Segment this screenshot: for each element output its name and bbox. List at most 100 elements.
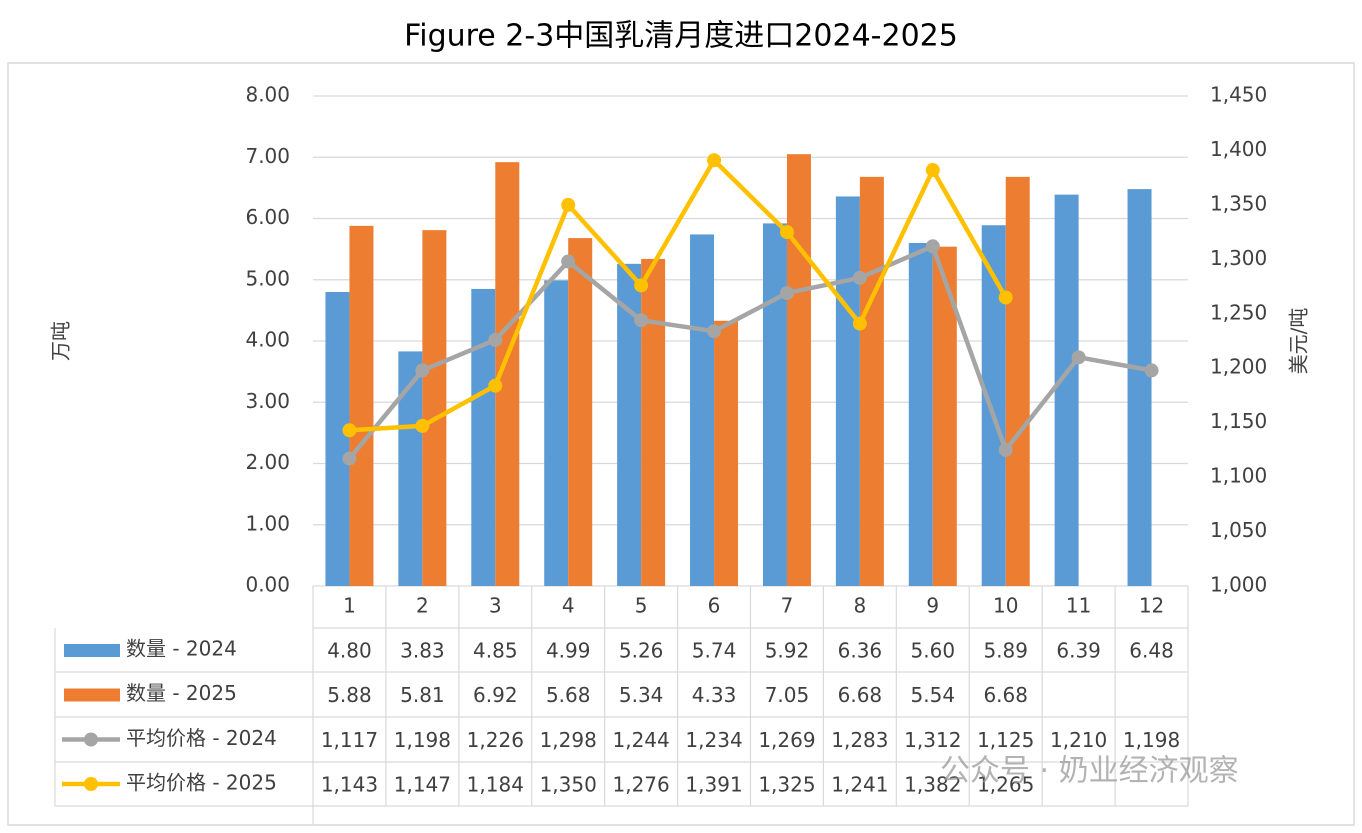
bar [981,225,1006,587]
watermark: 公众号 · 奶业经济观察 [940,754,1239,789]
bar [859,176,884,586]
table-value: 1,325 [758,773,815,797]
table-value: 1,210 [1050,728,1107,752]
y2-tick-label: 1,300 [1210,246,1267,270]
y2-tick-label: 1,100 [1210,464,1267,488]
table-value: 7.05 [765,683,810,707]
table-value: 1,198 [394,728,451,752]
y-tick-label: 7.00 [245,144,290,168]
x-tick-label: 1 [343,594,356,618]
bar [1054,194,1079,587]
bar [1005,176,1030,586]
marker [342,423,357,438]
table-value: 5.89 [983,639,1028,663]
y-tick-label: 8.00 [245,83,290,107]
table-value: 6.68 [838,683,883,707]
table-value: 1,276 [612,773,669,797]
y2-tick-label: 1,000 [1210,573,1267,597]
x-tick-label: 4 [562,594,575,618]
bar [714,320,739,586]
x-tick-label: 10 [993,594,1018,618]
marker [925,239,940,254]
table-value: 4.85 [473,639,518,663]
x-tick-label: 8 [854,594,867,618]
marker [707,324,722,339]
table-value: 1,147 [394,773,451,797]
table-value: 1,265 [977,773,1034,797]
x-tick-label: 2 [416,594,429,618]
bar [495,162,520,586]
bar [786,154,811,586]
marker [707,153,722,168]
table-value: 6.48 [1129,639,1174,663]
table-value: 1,234 [685,728,742,752]
x-tick-label: 6 [708,594,721,618]
marker [779,286,794,301]
y2-axis-label: 美元/吨 [1287,308,1311,375]
marker [925,163,940,178]
table-value: 3.83 [400,639,445,663]
table-value: 1,350 [540,773,597,797]
bar [471,288,496,586]
x-tick-label: 3 [489,594,502,618]
y-axis-label: 万吨 [49,321,73,361]
table-value: 6.68 [983,683,1028,707]
marker [561,197,576,212]
marker [779,225,794,240]
chart-frame [7,62,1355,826]
legend-marker [84,732,98,747]
marker [634,313,649,328]
bar [762,223,787,586]
bar [641,258,666,586]
y-tick-label: 0.00 [245,573,290,597]
table-value: 5.81 [400,683,445,707]
y2-tick-label: 1,450 [1210,83,1267,107]
chart-title: Figure 2-3中国乳清月度进口2024-2025 [404,19,958,54]
y-tick-label: 4.00 [245,328,290,352]
table-value: 4.99 [546,639,591,663]
marker [852,316,867,331]
y2-tick-label: 1,350 [1210,191,1267,215]
bar [349,225,374,586]
table-value: 5.60 [911,639,956,663]
line [347,244,1152,461]
table-value: 6.39 [1056,639,1101,663]
marker [634,278,649,293]
table-value: 5.34 [619,683,664,707]
bar [908,243,933,586]
legend-swatch [64,688,120,702]
table-value: 1,298 [540,728,597,752]
legend-label: 数量 - 2025 [126,681,237,705]
y-tick-label: 6.00 [245,205,290,229]
table-value: 1,143 [321,773,378,797]
x-tick-label: 11 [1066,594,1091,618]
table-value: 5.54 [911,683,956,707]
table-value: 5.74 [692,639,737,663]
y-tick-label: 2.00 [245,450,290,474]
y2-tick-label: 1,050 [1210,518,1267,542]
marker [488,332,503,347]
table-value: 5.92 [765,639,810,663]
table-value: 1,244 [612,728,669,752]
bar [544,280,569,586]
y2-tick-label: 1,400 [1210,137,1267,161]
marker [1144,363,1159,378]
x-tick-label: 12 [1139,594,1164,618]
marker [998,442,1013,457]
table-value: 1,125 [977,728,1034,752]
table-value: 1,241 [831,773,888,797]
bar [325,292,350,586]
legend-swatch [64,644,120,657]
table-value: 1,184 [467,773,524,797]
y-tick-label: 3.00 [245,389,290,413]
table-value: 5.68 [546,683,591,707]
bar [835,196,860,586]
table-value: 1,312 [904,728,961,752]
marker [488,378,503,393]
table-value: 6.36 [838,639,883,663]
bar [568,238,593,586]
x-tick-label: 7 [781,594,794,618]
y2-tick-label: 1,250 [1210,300,1267,324]
legend-label: 平均价格 - 2025 [126,771,277,795]
table-value: 1,117 [321,728,378,752]
